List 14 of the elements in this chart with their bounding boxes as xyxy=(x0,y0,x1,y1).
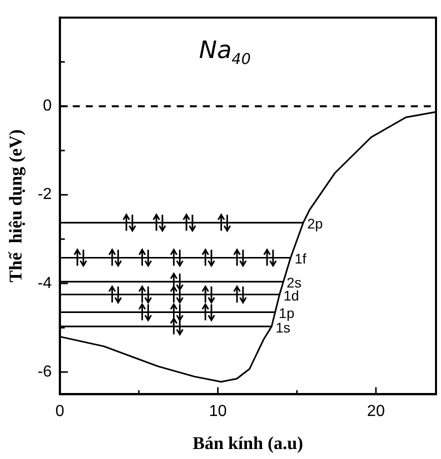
y-tick-label: -4 xyxy=(38,274,52,292)
x-axis-title: Bán kính (a.u) xyxy=(192,432,304,453)
series-label: 1p xyxy=(278,305,295,322)
y-tick-label: 0 xyxy=(42,98,52,115)
text: Na$_{40}$ xyxy=(199,36,251,68)
legend-label: 1f xyxy=(294,250,306,267)
x-tick-label: 0 xyxy=(55,403,64,420)
y-axis-title: Thế hiệu dụng (eV) xyxy=(5,129,26,282)
series-label: 1s xyxy=(276,319,290,336)
series-label: 2p xyxy=(307,216,324,232)
y-tick-label: -2 xyxy=(38,186,52,204)
x-tick-label: 20 xyxy=(367,403,385,420)
y-tick-label: -6 xyxy=(38,363,52,380)
x-tick-label: 10 xyxy=(208,403,227,420)
